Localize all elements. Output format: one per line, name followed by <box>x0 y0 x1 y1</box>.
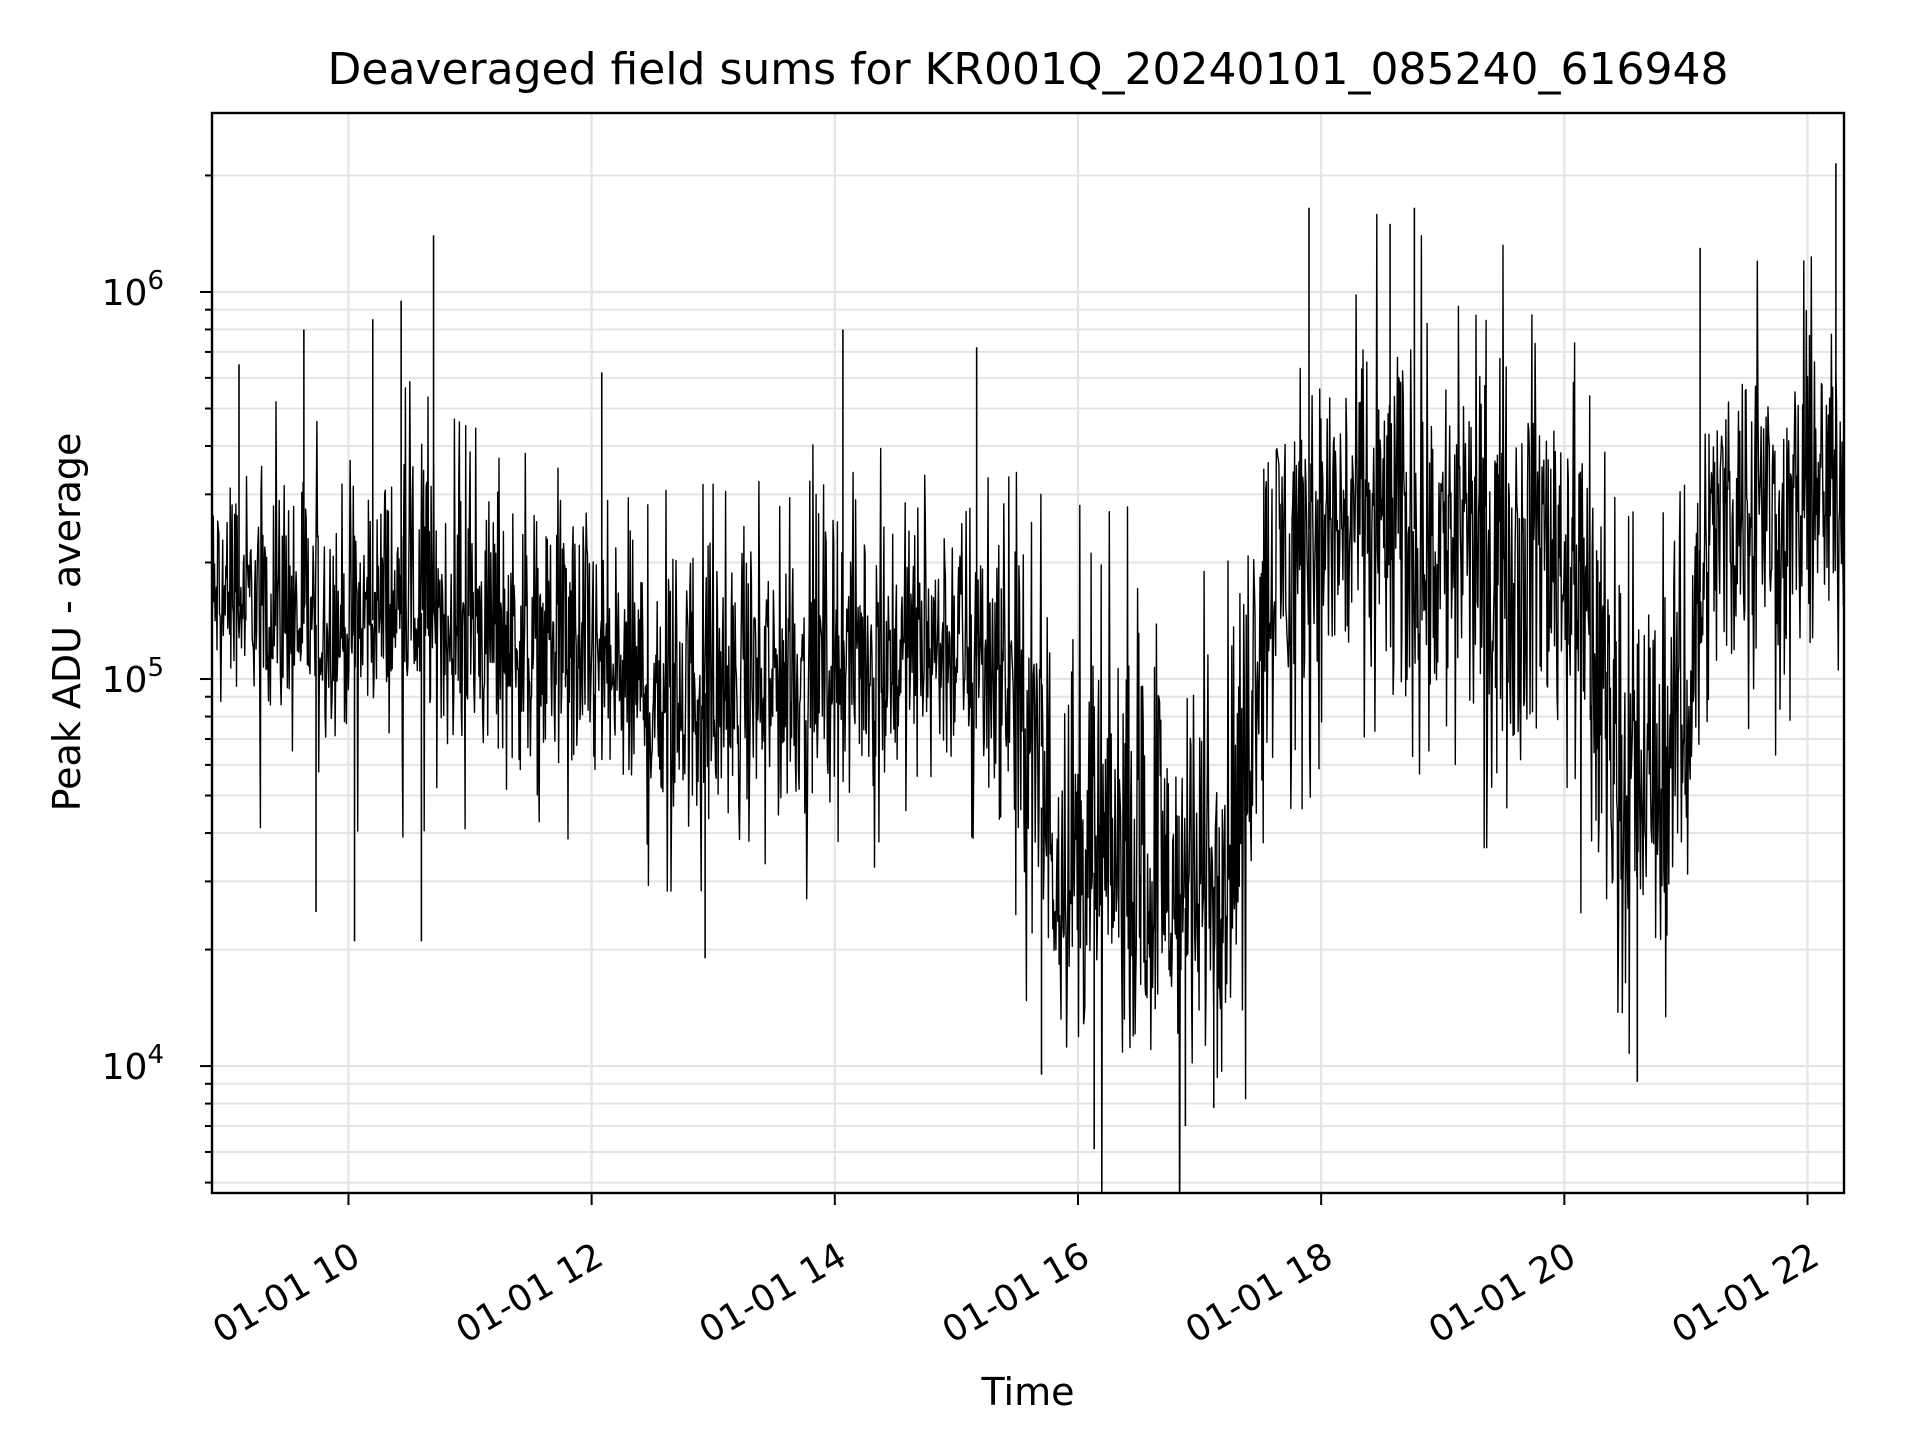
chart-title: Deaveraged field sums for KR001Q_2024010… <box>328 44 1729 95</box>
y-tick-label: 104 <box>102 1040 164 1088</box>
y-tick-label: 106 <box>102 266 164 314</box>
y-tick-exponent: 5 <box>147 653 164 683</box>
y-tick-label: 105 <box>102 653 164 701</box>
x-axis-label: Time <box>981 1370 1075 1414</box>
y-tick-base: 10 <box>102 660 148 701</box>
y-tick-base: 10 <box>102 1047 148 1088</box>
axes-frame <box>210 111 1846 1195</box>
y-tick-base: 10 <box>102 273 148 314</box>
y-axis-label: Peak ADU - average <box>45 433 89 812</box>
series-line <box>212 213 1844 1193</box>
y-tick-exponent: 6 <box>147 266 164 296</box>
y-tick-exponent: 4 <box>147 1040 164 1070</box>
